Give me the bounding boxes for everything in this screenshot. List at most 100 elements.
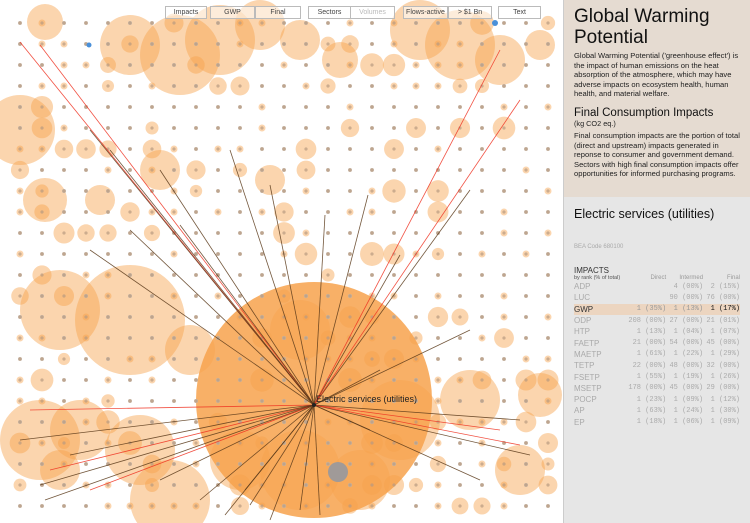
sector-dot-center bbox=[216, 294, 220, 298]
sector-dot-center bbox=[216, 378, 220, 382]
impact-row[interactable]: POCP 1 (23%) 1 (09%) 1 (12%) bbox=[574, 394, 740, 405]
sector-dot-center bbox=[502, 273, 506, 277]
sector-dot-center bbox=[150, 315, 154, 319]
sector-dot-center bbox=[348, 189, 352, 193]
impact-row[interactable]: ADP 4 (00%) 2 (15%) bbox=[574, 281, 740, 292]
sector-dot-center bbox=[524, 504, 528, 508]
sector-dot-center bbox=[150, 252, 154, 256]
cell-intermed: 1 (13%) bbox=[666, 303, 704, 315]
sector-dot-center bbox=[414, 504, 418, 508]
impact-row[interactable]: FAETP 21 (00%) 54 (00%) 45 (00%) bbox=[574, 337, 740, 348]
sector-dot-center bbox=[106, 168, 110, 172]
sector-dot-center bbox=[238, 105, 242, 109]
sector-dot-center bbox=[18, 231, 22, 235]
sector-dot-center bbox=[348, 315, 352, 319]
sector-dot-center bbox=[436, 357, 440, 361]
toolbar-button-final[interactable]: Final bbox=[255, 6, 301, 19]
sector-dot-center bbox=[304, 252, 308, 256]
sector-dot-center bbox=[458, 168, 462, 172]
sector-dot-center bbox=[392, 147, 396, 151]
sector-dot-center bbox=[502, 42, 506, 46]
sector-dot-center bbox=[282, 336, 286, 340]
toolbar-button-text[interactable]: Text bbox=[498, 6, 541, 19]
impacts-heading: IMPACTS bbox=[574, 266, 609, 275]
sector-dot-center bbox=[348, 84, 352, 88]
toolbar-button-sectors[interactable]: Sectors bbox=[308, 6, 351, 19]
toolbar-button-impacts[interactable]: Impacts bbox=[165, 6, 207, 19]
impact-row[interactable]: GWP 1 (35%) 1 (13%) 1 (17%) bbox=[574, 303, 740, 315]
sector-dot-center bbox=[106, 273, 110, 277]
flow-line bbox=[313, 404, 501, 431]
sector-dot-center bbox=[216, 105, 220, 109]
sector-dot-center bbox=[348, 126, 352, 130]
sector-dot-center bbox=[370, 420, 374, 424]
sector-dot-center bbox=[546, 210, 550, 214]
impact-row[interactable]: FSETP 1 (55%) 1 (19%) 1 (26%) bbox=[574, 371, 740, 382]
sector-dot-center bbox=[18, 336, 22, 340]
sector-bubble-visualization[interactable] bbox=[0, 0, 563, 523]
sector-dot-center bbox=[150, 21, 154, 25]
flow-line bbox=[89, 404, 315, 491]
sector-dot-center bbox=[392, 483, 396, 487]
impact-row[interactable]: HTP 1 (13%) 1 (04%) 1 (07%) bbox=[574, 326, 740, 337]
cell-intermed: 1 (24%) bbox=[673, 406, 704, 415]
sector-dot-center bbox=[18, 441, 22, 445]
sector-dot-center bbox=[458, 399, 462, 403]
impact-row[interactable]: AP 1 (63%) 1 (24%) 1 (30%) bbox=[574, 405, 740, 416]
sector-dot-center bbox=[150, 42, 154, 46]
sector-bubble bbox=[525, 30, 555, 60]
cell-final: 76 (00%) bbox=[706, 293, 740, 302]
sector-dot-center bbox=[18, 357, 22, 361]
sector-dot-center bbox=[436, 42, 440, 46]
sector-bubble bbox=[495, 445, 545, 495]
sector-dot-center bbox=[458, 231, 462, 235]
impact-row[interactable]: ODP 208 (00%) 27 (00%) 21 (01%) bbox=[574, 315, 740, 326]
sector-dot-center bbox=[18, 105, 22, 109]
sector-dot-center bbox=[172, 441, 176, 445]
sector-dot-center bbox=[392, 210, 396, 214]
cell-direct bbox=[625, 292, 667, 303]
impact-row[interactable]: MSETP 178 (00%) 45 (00%) 29 (00%) bbox=[574, 383, 740, 394]
sector-dot-center bbox=[546, 294, 550, 298]
sector-dot-center bbox=[524, 168, 528, 172]
flow-line bbox=[44, 404, 315, 501]
flow-line bbox=[269, 184, 315, 406]
cell-direct: 1 (63%) bbox=[636, 406, 667, 415]
sector-dot-center bbox=[172, 168, 176, 172]
sector-dot-center bbox=[150, 105, 154, 109]
sector-dot-center bbox=[458, 147, 462, 151]
sector-dot-center bbox=[62, 168, 66, 172]
sector-dot-center bbox=[260, 462, 264, 466]
sector-bubble bbox=[475, 35, 525, 85]
sector-dot-center bbox=[150, 189, 154, 193]
toolbar-button-flows-active[interactable]: Flows-active bbox=[403, 6, 448, 19]
impact-row[interactable]: EP 1 (18%) 1 (06%) 1 (09%) bbox=[574, 417, 740, 428]
impact-row[interactable]: MAETP 1 (61%) 1 (22%) 1 (29%) bbox=[574, 349, 740, 360]
sector-dot-center bbox=[524, 483, 528, 487]
flow-line bbox=[49, 404, 315, 471]
cell-final: 29 (00%) bbox=[706, 384, 740, 393]
sector-bubble bbox=[518, 373, 562, 417]
sector-bubble bbox=[27, 4, 63, 40]
cell-name: HTP bbox=[574, 327, 590, 337]
sector-dot-center bbox=[524, 105, 528, 109]
impact-row[interactable]: TETP 22 (00%) 48 (00%) 32 (00%) bbox=[574, 360, 740, 371]
sector-dot-center bbox=[40, 504, 44, 508]
toolbar-button-gwp[interactable]: GWP bbox=[210, 6, 255, 19]
sector-dot-center bbox=[106, 105, 110, 109]
sector-dot-center bbox=[106, 399, 110, 403]
sector-dot-center bbox=[524, 273, 528, 277]
sector-dot-center bbox=[216, 189, 220, 193]
toolbar-button-1-bn[interactable]: > $1 Bn bbox=[448, 6, 492, 19]
cell-final: 32 (00%) bbox=[706, 361, 740, 370]
sector-dot-center bbox=[238, 21, 242, 25]
toolbar-button-volumes[interactable]: Volumes bbox=[350, 6, 395, 19]
sector-dot-center bbox=[282, 462, 286, 466]
impact-row[interactable]: LUC 90 (00%) 76 (00%) bbox=[574, 292, 740, 303]
sector-dot-center bbox=[326, 252, 330, 256]
sector-dot-center bbox=[194, 42, 198, 46]
sector-dot-center bbox=[216, 273, 220, 277]
sector-dot-center bbox=[524, 441, 528, 445]
sector-dot-center bbox=[150, 168, 154, 172]
sector-dot-center bbox=[304, 126, 308, 130]
